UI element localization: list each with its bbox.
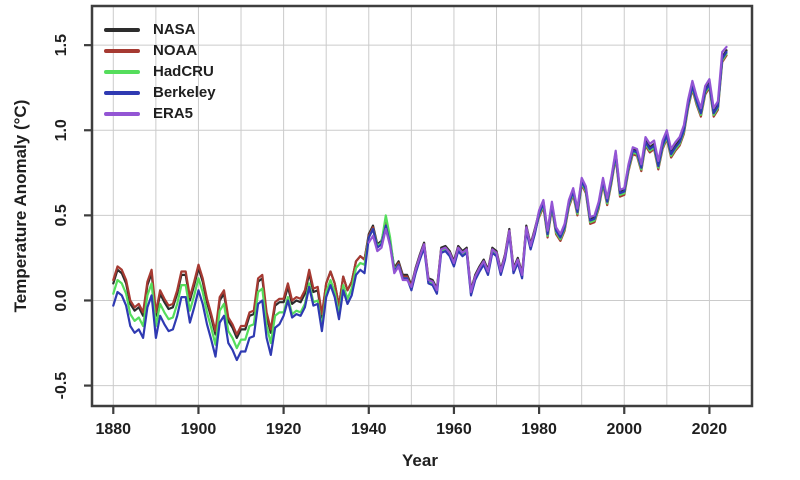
legend-label-berkeley: Berkeley [153,84,216,101]
y-tick-label: 0.5 [53,204,70,226]
x-tick-label: 1900 [181,421,217,438]
legend-label-noaa: NOAA [153,42,198,59]
x-tick-label: 1960 [436,421,472,438]
x-axis-title: Year [402,451,438,470]
x-tick-label: 1880 [95,421,131,438]
legend-label-hadcru: HadCRU [153,63,214,80]
y-tick-label: 1.5 [53,34,70,56]
x-tick-label: 2000 [606,421,642,438]
legend-item-nasa: NASA [104,19,216,40]
legend-item-era5: ERA5 [104,103,216,124]
axis-ticks [84,44,711,414]
y-axis-title: Temperature Anomaly (°C) [11,99,30,313]
series-line-era5 [367,45,728,294]
x-tick-label: 1980 [521,421,557,438]
legend-label-era5: ERA5 [153,105,194,122]
noaa-line-swatch [104,48,140,53]
hadcru-line-swatch [104,69,140,74]
legend-item-berkeley: Berkeley [104,82,216,103]
legend: NASA NOAA HadCRU Berkeley ERA5 [104,19,216,124]
x-tick-label: 1940 [351,421,387,438]
x-tick-label: 1920 [266,421,302,438]
x-tick-label: 2020 [692,421,728,438]
y-tick-label: 0.0 [53,289,70,311]
legend-label-nasa: NASA [153,21,196,38]
y-tick-label: -0.5 [53,372,70,400]
y-tick-label: 1.0 [53,119,70,141]
plot-border [90,4,754,408]
legend-item-noaa: NOAA [104,40,216,61]
grid [92,6,752,406]
berkeley-line-swatch [104,90,140,95]
era5-line-swatch [104,111,140,116]
nasa-line-swatch [104,27,140,32]
legend-item-hadcru: HadCRU [104,61,216,82]
